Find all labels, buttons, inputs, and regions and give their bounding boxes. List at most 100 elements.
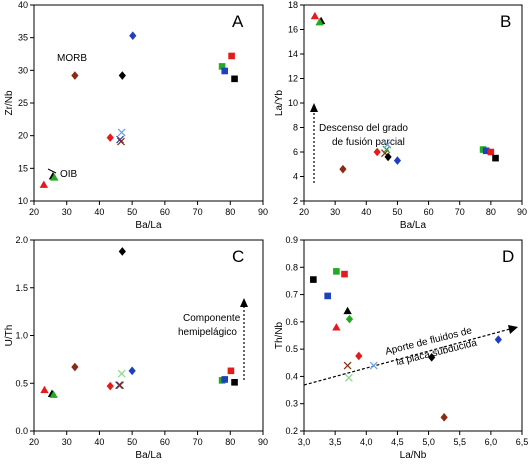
- panel-d-y-tick-label: 0.2: [285, 426, 298, 436]
- panel-a-data-point: [116, 135, 124, 144]
- panel-d-y-tick-label: 0.9: [285, 235, 298, 245]
- panel-c-x-tick-label: 30: [62, 437, 72, 447]
- panel-c-data-point: [128, 366, 136, 376]
- panel-b-y-tick-label: 14: [288, 49, 298, 59]
- panel-d-data-point: [343, 306, 352, 315]
- panel-a-y-tick-label: 15: [18, 163, 28, 173]
- annotation-morb: MORB: [57, 53, 87, 64]
- panel-d-x-tick-label: 6,0: [485, 437, 498, 447]
- panel-a: A MORB OIB 20 30 40 50 60 70 80 90 10 15 20 25 30 35 4…: [4, 0, 268, 231]
- panel-d-data-point: [324, 292, 331, 300]
- panel-b-x-tick-label: 40: [361, 207, 371, 217]
- panel-a-x-tick-label: 90: [258, 207, 268, 217]
- panel-b-x-tick-label: 90: [517, 207, 527, 217]
- panel-b-y-tick-label: 6: [293, 147, 298, 157]
- panel-c: C Componente hemipelágico 20 30 40 50 60 70 80…: [4, 235, 268, 461]
- panel-b-data-point: [373, 147, 381, 157]
- panel-d-x-tick-label: 5,0: [422, 437, 435, 447]
- panel-b-plot-frame: [303, 4, 523, 202]
- panel-b-y-tick-label: 2: [293, 196, 298, 206]
- panel-d-data-point: [440, 413, 448, 422]
- panel-d-y-tick-label: 0.8: [285, 262, 298, 272]
- panel-b-x-tick-label: 70: [455, 207, 465, 217]
- panel-b: B Descenso del grado de fusión parcial 2…: [274, 0, 527, 231]
- panel-d-x-axis-label: La/Nb: [400, 450, 427, 461]
- panel-d-data-point: [332, 323, 341, 331]
- panel-c-data-point: [71, 362, 79, 372]
- panel-a-data-point: [231, 75, 238, 83]
- panel-d-data-point: [333, 268, 340, 275]
- panel-b-y-tick-label: 18: [288, 0, 298, 10]
- panel-b-y-tick-label: 12: [288, 74, 298, 84]
- panel-a-data-point: [50, 173, 59, 181]
- panel-d-data-point: [341, 270, 348, 278]
- panel-c-y-tick-label: 1.0: [15, 331, 28, 341]
- panel-b-data-point: [310, 11, 320, 20]
- panel-b-data-point: [339, 164, 347, 174]
- panel-d-y-axis-label: Th/Nb: [274, 321, 285, 349]
- panel-c-x-axis-label: Ba/La: [135, 450, 162, 461]
- panel-a-data-point: [117, 128, 126, 137]
- panel-a-data-point: [129, 31, 137, 41]
- panel-d-y-tick-label: 0.3: [285, 399, 298, 409]
- panel-d-x-tick-label: 3,5: [329, 437, 342, 447]
- panel-c-x-tick-label: 60: [160, 437, 170, 447]
- panel-b-data-point: [383, 140, 392, 149]
- panel-c-x-tick-label: 50: [127, 437, 137, 447]
- annotation-descenso-line1: Descenso del grado: [319, 123, 408, 134]
- hemipelagic-arrow-head: [240, 298, 248, 307]
- panel-d-y-tick-label: 0.5: [285, 344, 298, 354]
- panel-a-y-tick-label: 25: [18, 98, 28, 108]
- panel-b-x-tick-label: 60: [424, 207, 434, 217]
- panel-a-y-axis-label: Zr/Nb: [4, 90, 15, 115]
- panel-b-data-point: [384, 152, 392, 162]
- panel-a-y-tick-label: 30: [18, 65, 28, 75]
- panel-c-data-point: [49, 390, 58, 398]
- panel-d-plot-frame: [303, 239, 523, 432]
- panel-c-data-point: [40, 385, 49, 394]
- panel-a-x-tick-label: 80: [225, 207, 235, 217]
- panel-a-data-point: [228, 52, 235, 60]
- panel-b-y-axis-label: La/Yb: [274, 89, 285, 116]
- panel-d-x-tick-label: 4,5: [391, 437, 404, 447]
- panel-b-data-point: [393, 156, 402, 165]
- panel-c-y-tick-label: 0.0: [15, 426, 28, 436]
- panel-a-x-tick-label: 50: [127, 207, 137, 217]
- panel-label-b: B: [500, 12, 511, 31]
- panel-b-data-point: [482, 147, 490, 155]
- panel-d-data-point: [355, 351, 363, 361]
- panel-c-x-tick-label: 80: [225, 437, 235, 447]
- panel-d-y-tick-label: 0.7: [285, 290, 298, 300]
- panel-c-x-tick-label: 20: [29, 437, 39, 447]
- annotation-hemipelagico: hemipelágico: [178, 327, 237, 338]
- panel-c-x-tick-label: 70: [193, 437, 203, 447]
- fluid-arrow-shaft: [303, 328, 511, 386]
- panel-a-data-point: [39, 180, 49, 188]
- panel-b-y-tick-label: 10: [288, 98, 298, 108]
- panel-d-x-tick-label: 4,0: [360, 437, 373, 447]
- fluid-arrow-head: [508, 325, 518, 334]
- panel-d-x-tick-label: 5,5: [453, 437, 466, 447]
- panel-a-y-tick-label: 35: [18, 33, 28, 43]
- panel-c-y-tick-label: 0.5: [15, 378, 28, 388]
- panel-c-data-point: [231, 378, 238, 386]
- panel-label-a: A: [232, 12, 244, 31]
- panel-c-data-point: [116, 381, 124, 390]
- panel-b-y-tick-label: 8: [293, 123, 298, 133]
- panel-b-x-tick-label: 30: [330, 207, 340, 217]
- panel-c-y-axis-label: U/Th: [4, 325, 15, 347]
- panel-d-data-point: [369, 361, 378, 370]
- panel-d-data-point: [310, 276, 317, 283]
- oib-leader-line: [47, 168, 57, 174]
- panel-b-data-point: [492, 154, 499, 162]
- annotation-componente: Componente: [183, 313, 241, 324]
- panel-d: D Aporte de fluidos de la placa subducid…: [274, 235, 528, 461]
- panel-c-y-tick-label: 2.0: [15, 235, 28, 245]
- panel-b-y-tick-label: 4: [293, 172, 298, 182]
- panel-a-x-tick-label: 70: [193, 207, 203, 217]
- panel-b-x-tick-label: 80: [486, 207, 496, 217]
- panel-b-x-tick-label: 20: [299, 207, 309, 217]
- panel-a-data-point: [218, 63, 226, 70]
- panel-label-d: D: [502, 247, 514, 266]
- panel-c-x-tick-label: 90: [258, 437, 268, 447]
